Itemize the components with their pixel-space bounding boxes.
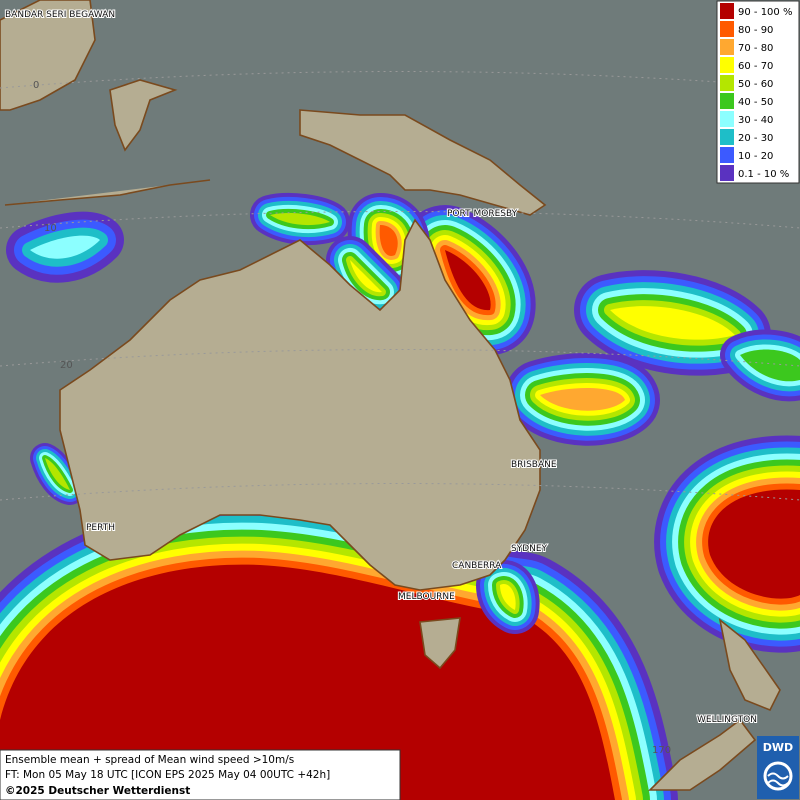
legend-label: 50 - 60 bbox=[738, 79, 773, 90]
legend-swatch bbox=[720, 129, 734, 145]
legend-swatch bbox=[720, 111, 734, 127]
tasmania bbox=[419, 617, 461, 670]
grid-label: 0 bbox=[33, 80, 39, 91]
probability-band bbox=[708, 489, 800, 599]
probability-band bbox=[0, 564, 615, 800]
city-label: SYDNEY bbox=[511, 544, 548, 554]
probability-band bbox=[445, 250, 491, 311]
probability-band bbox=[500, 584, 516, 610]
legend-swatch bbox=[720, 165, 734, 181]
lesser-sunda bbox=[4, 179, 211, 206]
legend-label: 20 - 30 bbox=[738, 133, 773, 144]
legend-swatch bbox=[720, 21, 734, 37]
borneo bbox=[0, 0, 96, 111]
new-guinea bbox=[299, 109, 547, 216]
probability-band bbox=[270, 212, 330, 226]
legend-swatch bbox=[720, 93, 734, 109]
probability-band bbox=[350, 260, 382, 293]
grid-label: 10 bbox=[44, 223, 57, 234]
legend-label: 30 - 40 bbox=[738, 115, 773, 126]
city-label: WELLINGTON bbox=[697, 715, 757, 725]
caption-line: Ensemble mean + spread of Mean wind spee… bbox=[5, 754, 294, 766]
probability-band bbox=[540, 388, 625, 411]
legend-swatch bbox=[720, 3, 734, 19]
probability-field bbox=[0, 193, 800, 800]
graticule-line bbox=[0, 483, 800, 501]
probability-band bbox=[740, 349, 800, 382]
logo-waves bbox=[767, 772, 789, 787]
legend: 90 - 100 % 80 - 90 70 - 80 60 - 70 50 - 60 40… bbox=[716, 0, 800, 184]
caption-box bbox=[0, 749, 401, 800]
logo-text: DWD bbox=[763, 741, 793, 754]
city-label: CANBERRA bbox=[452, 561, 502, 571]
grid-labels: 0 10 20 170 bbox=[33, 80, 671, 756]
legend-label: 10 - 20 bbox=[738, 151, 773, 162]
graticule-line bbox=[0, 211, 800, 229]
caption-line: ©2025 Deutscher Wetterdienst bbox=[5, 785, 190, 797]
graticule bbox=[0, 71, 800, 501]
legend-label: 80 - 90 bbox=[738, 25, 773, 36]
landmasses bbox=[0, 0, 781, 791]
nz-south bbox=[648, 718, 757, 791]
logo: DWD bbox=[757, 736, 799, 799]
legend-swatch bbox=[720, 75, 734, 91]
legend-swatch bbox=[720, 57, 734, 73]
city-label: PERTH bbox=[86, 523, 115, 533]
probability-band bbox=[379, 225, 398, 256]
sulawesi bbox=[109, 79, 178, 152]
logo-icon bbox=[763, 761, 793, 791]
city-label: BANDAR SERI BEGAWAN bbox=[5, 10, 115, 20]
graticule-line bbox=[0, 71, 800, 89]
nz-north bbox=[718, 618, 781, 712]
graticule-line bbox=[0, 349, 800, 367]
legend-label: 90 - 100 % bbox=[738, 7, 792, 18]
caption-line: FT: Mon 05 May 18 UTC [ICON EPS 2025 May… bbox=[5, 769, 330, 781]
city-label: BRISBANE bbox=[511, 460, 557, 470]
legend-swatch bbox=[720, 147, 734, 163]
legend-swatch bbox=[720, 39, 734, 55]
legend-label: 0.1 - 10 % bbox=[738, 169, 789, 180]
probability-band bbox=[45, 458, 70, 490]
cities: BANDAR SERI BEGAWAN PORT MORESBY BRISBAN… bbox=[4, 9, 758, 726]
legend-label: 60 - 70 bbox=[738, 61, 773, 72]
city-label: MELBOURNE bbox=[398, 592, 455, 602]
grid-label: 170 bbox=[652, 745, 671, 756]
probability-band bbox=[30, 235, 100, 259]
legend-label: 40 - 50 bbox=[738, 97, 773, 108]
australia bbox=[59, 218, 541, 591]
legend-label: 70 - 80 bbox=[738, 43, 773, 54]
city-label: PORT MORESBY bbox=[447, 209, 518, 219]
probability-band bbox=[610, 306, 735, 340]
grid-label: 20 bbox=[60, 360, 73, 371]
caption: Ensemble mean + spread of Mean wind spee… bbox=[0, 749, 401, 800]
